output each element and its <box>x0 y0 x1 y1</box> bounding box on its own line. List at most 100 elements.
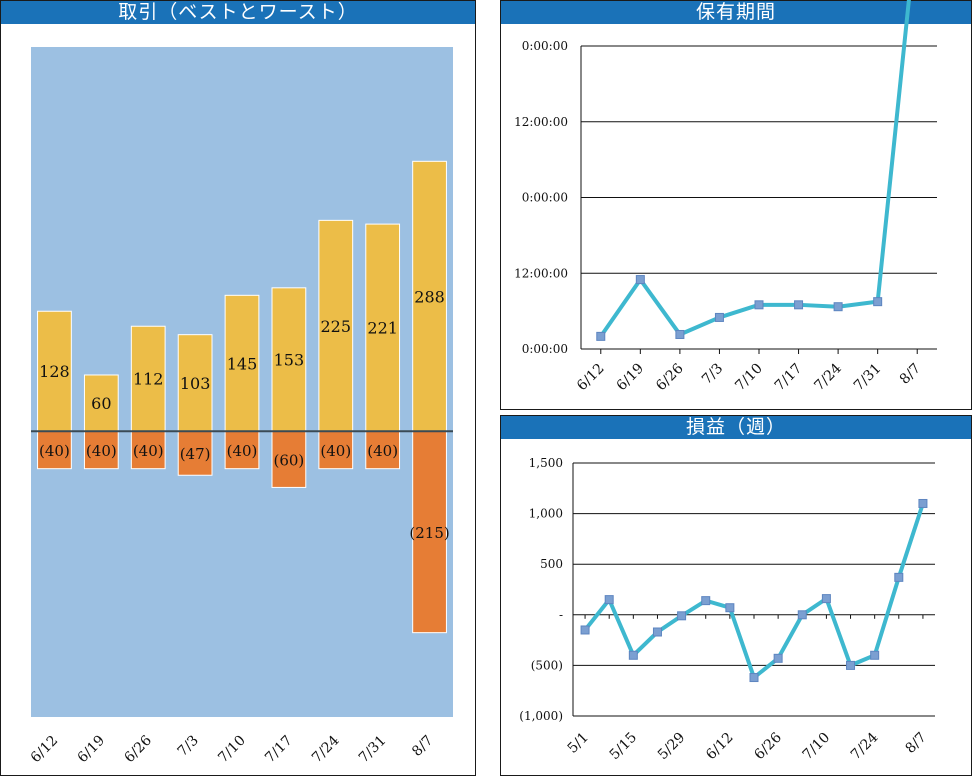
x-tick-label: 7/17 <box>772 361 806 395</box>
bar-worst-label: (40) <box>367 442 398 460</box>
data-point <box>794 300 804 310</box>
bar-best <box>271 287 307 432</box>
bar-worst <box>130 430 166 470</box>
x-tick-label: 6/12 <box>574 361 608 395</box>
y-tick-label: 1,500 <box>529 456 563 470</box>
x-tick-label: 5/15 <box>607 730 641 764</box>
data-point <box>833 302 843 312</box>
x-tick-label: 8/7 <box>897 361 924 388</box>
bar-worst-label: (40) <box>133 442 164 460</box>
holding-chart-title: 保有期間 <box>501 1 971 24</box>
bar-worst <box>365 430 401 470</box>
data-point <box>870 650 880 660</box>
x-tick-label: 7/31 <box>356 733 390 767</box>
data-point <box>754 300 764 310</box>
data-point <box>635 275 645 285</box>
y-tick-label: 0:00:00 <box>522 191 568 205</box>
y-tick-label: - <box>559 608 563 622</box>
bar-worst-label: (60) <box>273 451 304 469</box>
x-tick-label: 7/24 <box>309 732 343 766</box>
data-point <box>677 611 687 621</box>
x-tick-label: 7/3 <box>175 733 202 760</box>
bar-worst-label: (215) <box>409 524 449 542</box>
data-point <box>604 595 614 605</box>
pnl-chart-title: 損益（週） <box>501 416 971 439</box>
bar-worst-label: (40) <box>39 442 70 460</box>
bar-best-label: 60 <box>91 394 111 413</box>
y-tick-label: 12:00:00 <box>514 115 568 129</box>
y-tick-label: 500 <box>540 557 563 571</box>
bar-worst-label: (47) <box>180 445 211 463</box>
x-tick-label: 8/7 <box>903 730 930 757</box>
data-point <box>725 603 735 613</box>
bar-best-label: 225 <box>321 317 352 336</box>
bar-worst <box>37 430 72 470</box>
y-tick-label: 0:00:00 <box>522 342 568 356</box>
x-tick-label: 7/10 <box>800 730 834 764</box>
x-tick-label: 7/31 <box>851 361 885 395</box>
bar-best-label: 112 <box>133 370 164 389</box>
y-tick-label: 1,000 <box>529 507 563 521</box>
y-tick-label: (1,000) <box>519 709 563 723</box>
x-tick-label: 7/10 <box>732 361 766 395</box>
data-point <box>894 572 904 582</box>
bar-best <box>130 325 166 432</box>
trades-panel: 取引（ベストとワースト） 128 (40) 6/12 60 (40) 6/19 112 (40… <box>0 0 476 776</box>
bar-worst-label: (40) <box>86 442 117 460</box>
data-point <box>846 660 856 670</box>
bar-best <box>365 223 401 432</box>
bar-worst <box>177 430 213 476</box>
bar-worst <box>271 430 307 488</box>
data-point <box>652 627 662 637</box>
bar-best-label: 288 <box>414 287 445 306</box>
bar-best <box>412 160 447 432</box>
data-point <box>873 297 883 307</box>
x-tick-label: 6/26 <box>751 729 785 763</box>
pnl-line-chart: 1,500 1,000 500 - (500) (1,000)5/1 5/15 5/29 6/1… <box>519 456 935 764</box>
pnl-panel: 損益（週） 1,500 1,000 500 - (500) (1,000) 5/1 5/15 5… <box>500 415 972 776</box>
data-point <box>773 653 783 663</box>
bar-best <box>37 310 72 432</box>
data-point <box>675 329 685 339</box>
x-tick-label: 7/3 <box>699 361 726 388</box>
holding-line-chart: 0:00:00 12:00:00 0:00:00 12:00:00 0:00:00 6/1… <box>514 0 937 395</box>
x-tick-label: 6/26 <box>653 360 687 394</box>
data-point <box>580 625 590 635</box>
x-tick-label: 6/19 <box>75 733 109 767</box>
y-tick-label: 12:00:00 <box>514 266 568 280</box>
x-tick-label: 6/12 <box>703 730 737 764</box>
series-line <box>599 0 911 338</box>
bar-best-label: 103 <box>180 374 211 393</box>
bar-worst-label: (40) <box>320 442 351 460</box>
x-tick-label: 7/17 <box>262 733 296 767</box>
x-tick-label: 5/1 <box>565 730 592 757</box>
y-tick-label: 0:00:00 <box>522 39 568 53</box>
data-point <box>749 673 759 683</box>
x-tick-label: 6/12 <box>28 733 62 767</box>
data-point <box>628 650 638 660</box>
x-tick-label: 6/26 <box>121 732 155 766</box>
bar-best <box>318 219 354 432</box>
bar-best-label: 145 <box>227 354 258 373</box>
data-point <box>701 596 711 606</box>
bar-best-label: 153 <box>274 351 305 370</box>
bar-best-label: 221 <box>367 319 398 338</box>
x-tick-label: 8/7 <box>409 733 436 760</box>
x-tick-label: 7/10 <box>215 733 249 767</box>
data-point <box>821 594 831 604</box>
holding-panel: 保有期間 0:00:00 12:00:00 0:00:00 12:00:00 0:00:… <box>500 0 972 410</box>
data-point <box>596 331 606 341</box>
bar-best <box>83 374 119 432</box>
bar-worst <box>412 430 447 634</box>
bar-worst-label: (40) <box>227 442 258 460</box>
y-tick-label: (500) <box>531 658 563 672</box>
x-tick-label: 5/29 <box>655 730 689 764</box>
x-tick-label: 7/24 <box>848 729 882 763</box>
x-tick-label: 6/19 <box>614 361 648 395</box>
bar-worst <box>224 430 260 470</box>
trades-bar-chart: 128 (40) 6/12 60 (40) 6/19 112 (40) 6/26 103 (47) 7… <box>28 47 453 767</box>
data-point <box>797 610 807 620</box>
data-point <box>918 498 928 508</box>
bar-best-label: 128 <box>39 362 70 381</box>
trades-chart-title: 取引（ベストとワースト） <box>1 1 475 24</box>
